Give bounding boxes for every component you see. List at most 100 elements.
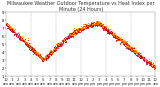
Point: [153, 67, 156, 68]
Point: [55, 48, 58, 50]
Point: [51, 50, 54, 52]
Point: [31, 50, 33, 51]
Point: [64, 37, 67, 38]
Point: [42, 58, 45, 59]
Point: [6, 27, 9, 28]
Point: [40, 58, 42, 59]
Point: [127, 46, 130, 48]
Point: [49, 54, 52, 56]
Point: [7, 27, 10, 29]
Point: [145, 60, 147, 62]
Point: [25, 42, 27, 44]
Point: [21, 39, 23, 40]
Point: [37, 54, 40, 55]
Point: [110, 30, 112, 32]
Point: [41, 60, 43, 61]
Point: [41, 58, 44, 60]
Point: [84, 27, 86, 28]
Point: [11, 31, 14, 32]
Point: [83, 23, 86, 25]
Point: [61, 42, 64, 43]
Point: [109, 31, 112, 32]
Point: [28, 46, 31, 47]
Point: [55, 48, 58, 49]
Point: [38, 53, 41, 55]
Point: [102, 28, 105, 30]
Point: [59, 42, 62, 44]
Point: [19, 35, 21, 37]
Point: [83, 25, 85, 27]
Point: [118, 39, 120, 41]
Point: [92, 25, 95, 27]
Point: [97, 23, 100, 24]
Point: [48, 52, 51, 53]
Point: [125, 42, 128, 43]
Point: [120, 41, 123, 42]
Point: [75, 31, 77, 33]
Point: [8, 28, 11, 29]
Point: [122, 42, 125, 43]
Point: [150, 66, 152, 67]
Point: [55, 48, 58, 49]
Point: [122, 42, 125, 43]
Point: [42, 60, 44, 62]
Point: [57, 44, 60, 46]
Point: [69, 33, 72, 35]
Point: [99, 22, 102, 23]
Point: [63, 40, 65, 42]
Point: [91, 22, 93, 24]
Point: [151, 65, 154, 67]
Point: [30, 48, 32, 50]
Point: [17, 37, 19, 38]
Point: [93, 22, 96, 23]
Point: [92, 25, 94, 27]
Point: [151, 66, 153, 68]
Point: [29, 48, 32, 49]
Point: [150, 64, 152, 65]
Point: [9, 27, 11, 28]
Point: [44, 58, 46, 59]
Point: [90, 25, 93, 26]
Point: [55, 48, 57, 50]
Point: [148, 60, 151, 62]
Point: [130, 48, 132, 50]
Point: [72, 33, 74, 34]
Point: [37, 55, 39, 56]
Point: [104, 29, 106, 31]
Point: [40, 59, 43, 60]
Point: [92, 23, 95, 25]
Point: [70, 33, 73, 34]
Point: [67, 34, 70, 36]
Point: [29, 46, 31, 48]
Point: [140, 57, 143, 58]
Point: [126, 44, 129, 46]
Point: [94, 23, 96, 24]
Point: [101, 25, 103, 27]
Point: [37, 53, 40, 55]
Point: [127, 46, 129, 48]
Point: [111, 33, 113, 34]
Point: [31, 50, 34, 51]
Point: [20, 38, 23, 40]
Point: [32, 54, 34, 55]
Point: [124, 42, 127, 43]
Point: [44, 57, 46, 58]
Point: [38, 53, 40, 55]
Point: [10, 26, 12, 28]
Point: [48, 56, 50, 57]
Point: [142, 58, 144, 59]
Point: [17, 37, 20, 39]
Point: [154, 67, 157, 68]
Point: [64, 39, 66, 41]
Point: [92, 24, 95, 25]
Point: [85, 27, 88, 28]
Point: [64, 39, 67, 40]
Point: [68, 32, 70, 33]
Point: [124, 43, 127, 45]
Point: [117, 39, 120, 40]
Point: [120, 42, 122, 43]
Point: [6, 25, 9, 26]
Point: [43, 59, 46, 61]
Point: [30, 48, 33, 50]
Point: [70, 34, 73, 36]
